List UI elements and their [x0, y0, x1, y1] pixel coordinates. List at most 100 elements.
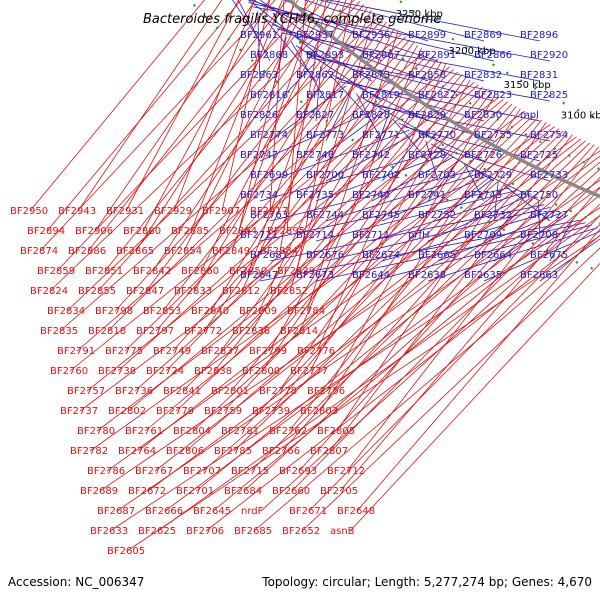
gene-label-forward: BF2774 — [250, 130, 288, 141]
gene-label-reverse: BF2931 — [106, 206, 144, 217]
red-connector — [157, 215, 600, 532]
red-connector — [125, 0, 240, 212]
gene-label-reverse: BF2701 — [176, 486, 214, 497]
blue-connector — [269, 129, 410, 182]
red-connector — [134, 84, 479, 392]
gene-label-forward: BF2866 — [474, 50, 512, 61]
gene-label-reverse: BF2833 — [174, 286, 212, 297]
gene-label-reverse: BF2895 — [267, 226, 305, 237]
gene-label-reverse: BF2943 — [58, 206, 96, 217]
red-connector — [258, 27, 395, 312]
blue-connector — [392, 119, 429, 162]
gene-label-forward: BF2828 — [352, 110, 390, 121]
gene-label-forward: BF2735 — [296, 190, 334, 201]
kbp-tick-label: 3200 kbp — [448, 46, 495, 57]
red-connector — [250, 142, 591, 472]
red-connector — [349, 262, 600, 532]
gene-label-reverse: BF2779 — [156, 406, 194, 417]
blue-connector — [310, 57, 551, 102]
blue-connector — [503, 184, 551, 222]
backbone-arc — [287, 0, 600, 199]
red-connector — [268, 61, 442, 352]
red-connector — [39, 0, 276, 252]
gene-label-reverse: BF2785 — [214, 446, 252, 457]
gene-label-reverse: BF2766 — [262, 446, 300, 457]
gene-label-reverse: BF2852 — [270, 286, 308, 297]
red-connector — [202, 140, 586, 472]
red-connector — [29, 0, 205, 212]
blue-connector — [381, 175, 487, 222]
genome-backbone — [287, 0, 600, 199]
blue-connector — [425, 140, 439, 182]
red-connector — [77, 0, 223, 212]
gene-label-reverse: asnB — [330, 526, 355, 537]
gene-label-reverse: BF2839 — [277, 266, 315, 277]
gene-label-forward: BF2744 — [306, 210, 344, 221]
gene-label-forward: BF2725 — [520, 150, 558, 161]
gene-label-reverse: BF2880 — [123, 226, 161, 237]
gene-label-reverse: BF2800 — [242, 366, 280, 377]
gene-label-forward: BF2727 — [530, 210, 568, 221]
gene-label-reverse: BF2739 — [252, 406, 290, 417]
red-connector — [195, 161, 600, 492]
gene-label-forward: BF2663 — [520, 270, 558, 281]
blue-connector — [269, 169, 476, 222]
red-connector — [233, 130, 564, 452]
kbp-tick-label: 3100 kbp — [561, 110, 600, 121]
blue-connector — [398, 122, 485, 162]
red-connector — [76, 50, 426, 352]
gene-label-reverse: BF2712 — [327, 466, 365, 477]
red-connector — [309, 79, 471, 372]
gene-label-reverse: BF2803 — [300, 406, 338, 417]
gene-label-reverse: BF2907 — [202, 206, 240, 217]
gene-label-forward: BF2936 — [352, 30, 390, 41]
gene-label-reverse: BF2707 — [183, 466, 221, 477]
red-connector — [126, 235, 600, 552]
red-connector — [152, 0, 333, 272]
gene-label-forward: BF2732 — [474, 210, 512, 221]
gene-label-reverse: BF2812 — [222, 286, 260, 297]
red-connector — [155, 39, 411, 332]
red-connector — [56, 0, 316, 272]
gene-label-reverse: BF2760 — [50, 366, 88, 377]
gene-label-reverse: BF2724 — [146, 366, 184, 377]
gene-label-forward: BF2745 — [362, 210, 400, 221]
gene-label-reverse: BF2835 — [40, 326, 78, 337]
gene-label-forward: BF2862 — [296, 70, 334, 81]
gene-label-reverse: BF2884 — [260, 246, 298, 257]
gene-label-forward: BF2675 — [530, 250, 568, 261]
red-connector — [97, 1, 361, 292]
red-connector — [212, 194, 600, 512]
gene-label-forward: BF2771 — [362, 130, 400, 141]
blue-connector — [335, 77, 485, 122]
red-connector — [203, 42, 415, 332]
red-connector — [243, 168, 600, 492]
gene-label-forward: BF2819 — [362, 90, 400, 101]
red-connector — [326, 94, 496, 392]
red-connector — [240, 117, 538, 432]
gene-label-forward: BF2740 — [352, 190, 390, 201]
gene-label-reverse: BF2797 — [136, 326, 174, 337]
gene-label-reverse: BF2837 — [201, 346, 239, 357]
gene-label-reverse: BF2834 — [47, 306, 85, 317]
gene-label-forward: BF2893 — [306, 50, 344, 61]
blue-connector — [303, 0, 429, 42]
gene-label-forward: BF2711 — [352, 230, 390, 241]
gene-label-reverse: BF2762 — [269, 426, 307, 437]
gene-label-forward: BF2673 — [296, 270, 334, 281]
red-connector — [145, 4, 364, 292]
red-connector — [183, 0, 309, 252]
gene-label-forward: BF2743 — [464, 190, 502, 201]
gene-label-reverse: BF2625 — [138, 526, 176, 537]
gene-label-reverse: BF2809 — [239, 306, 277, 317]
accession-label: Accession: — [8, 575, 72, 589]
gene-label-forward: BF2899 — [408, 30, 446, 41]
gene-label-forward: BF2742 — [352, 150, 390, 161]
blue-connector — [325, 206, 551, 262]
gene-label-forward: BF2832 — [464, 70, 502, 81]
gene-label-reverse: BF2799 — [249, 346, 287, 357]
gene-label-reverse: BF2672 — [128, 486, 166, 497]
gene-label-reverse: BF2706 — [186, 526, 224, 537]
